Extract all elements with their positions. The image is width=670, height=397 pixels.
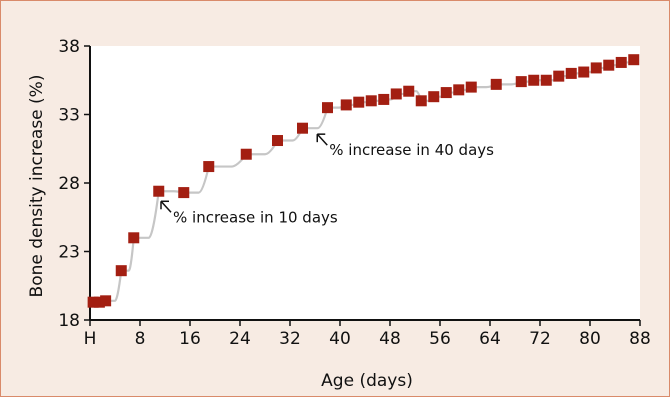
data-point xyxy=(603,59,615,71)
data-point xyxy=(297,122,308,134)
x-tick-label: 80 xyxy=(579,329,601,349)
y-tick-label: 33 xyxy=(58,106,80,126)
data-point xyxy=(203,161,215,173)
y-tick-label: 18 xyxy=(58,311,80,331)
x-tick-label: H xyxy=(84,329,97,349)
x-axis-label: Age (days) xyxy=(321,371,413,391)
y-axis-label: Bone density increase (%) xyxy=(27,75,47,298)
data-point xyxy=(178,187,190,199)
annotation-10-days: % increase in 10 days xyxy=(173,208,338,226)
data-point xyxy=(415,95,427,107)
data-point xyxy=(440,87,452,99)
data-point xyxy=(578,66,590,78)
data-point xyxy=(628,54,640,66)
data-point xyxy=(428,91,440,103)
data-point xyxy=(378,93,390,105)
data-point xyxy=(390,88,402,100)
x-tick-label: 24 xyxy=(229,329,251,349)
data-point xyxy=(528,74,540,86)
x-tick-label: 8 xyxy=(135,329,146,349)
data-point xyxy=(272,135,283,147)
y-tick-label: 23 xyxy=(58,243,80,263)
data-point xyxy=(153,185,165,197)
plot-background xyxy=(90,46,640,320)
x-tick-label: 40 xyxy=(329,329,351,349)
data-point xyxy=(365,95,377,107)
data-point xyxy=(100,295,112,307)
data-point xyxy=(353,96,365,108)
x-tick-label: 64 xyxy=(479,329,501,349)
annotation-arrow xyxy=(316,133,328,146)
data-point xyxy=(340,99,352,111)
x-tick-label: 48 xyxy=(379,329,401,349)
x-tick-label: 88 xyxy=(629,329,651,349)
x-tick-label: 56 xyxy=(429,329,451,349)
y-tick-label: 28 xyxy=(58,174,80,194)
data-point xyxy=(128,232,140,244)
data-point xyxy=(540,74,552,86)
data-point xyxy=(615,56,627,68)
data-point xyxy=(490,78,502,90)
y-tick-label: 38 xyxy=(58,37,80,57)
data-point xyxy=(403,85,415,97)
annotation-arrow xyxy=(160,200,172,213)
data-point xyxy=(453,84,465,96)
data-point xyxy=(465,81,477,93)
data-point xyxy=(565,67,577,79)
data-point xyxy=(93,296,105,308)
data-point xyxy=(590,62,602,74)
x-tick-label: 16 xyxy=(179,329,201,349)
data-point xyxy=(322,102,333,114)
data-point xyxy=(240,148,252,160)
data-point xyxy=(515,76,527,88)
data-point xyxy=(87,296,99,308)
x-tick-label: 32 xyxy=(279,329,301,349)
plot-area: 18 23 28 33 38 H 8 16 24 32 40 48 56 64 72 80 88 % increa… xyxy=(58,37,650,349)
annotation-40-days: % increase in 40 days xyxy=(329,141,494,159)
x-tick-label: 72 xyxy=(529,329,551,349)
data-point xyxy=(115,265,127,277)
data-point xyxy=(553,70,565,82)
